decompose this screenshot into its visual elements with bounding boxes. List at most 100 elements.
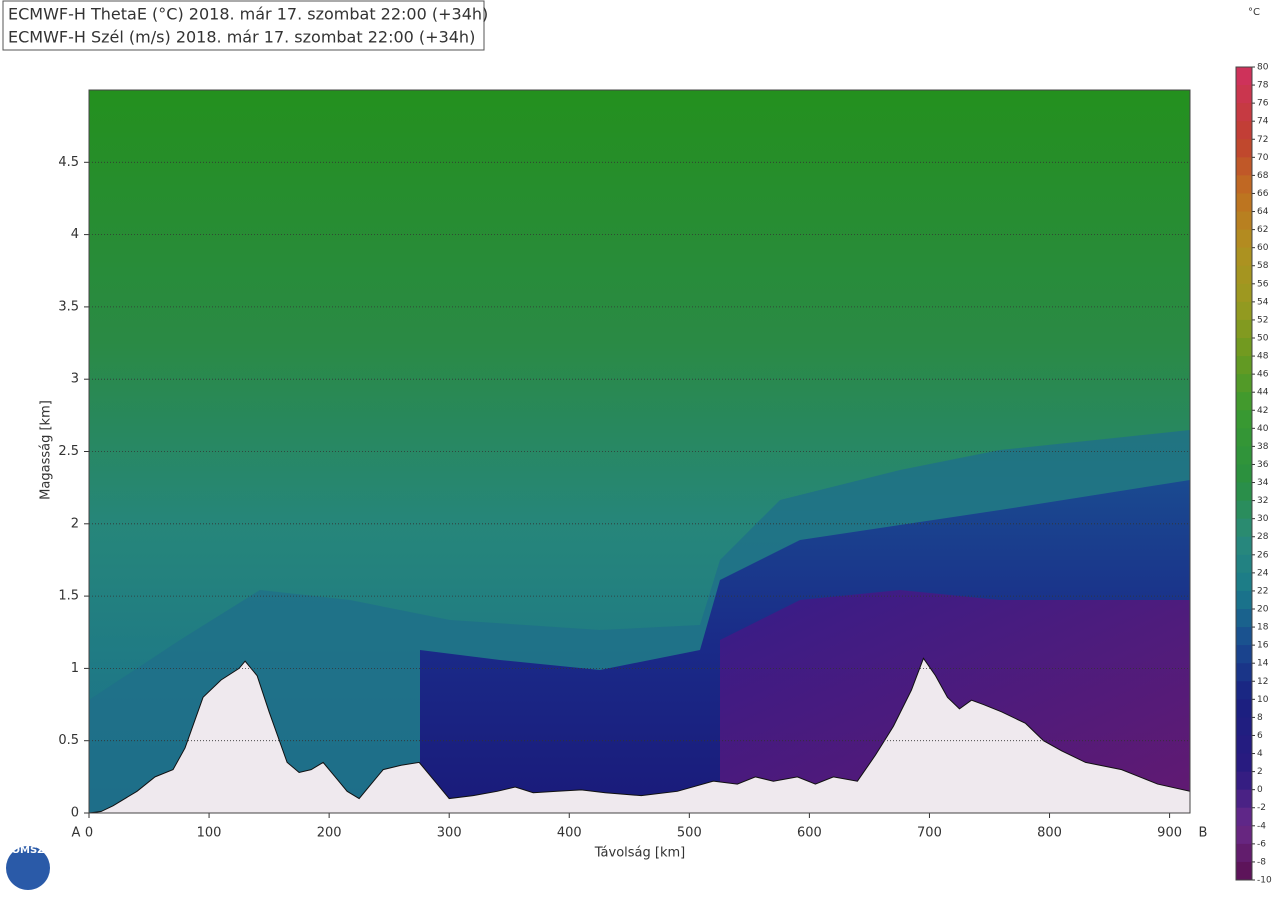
x-tick-label: 600	[797, 826, 822, 841]
colorbar-tick-label: 14	[1257, 659, 1269, 669]
logo: OMSZ	[6, 845, 50, 890]
colorbar-tick-label: 6	[1257, 731, 1263, 741]
colorbar-tick-label: 42	[1257, 406, 1268, 416]
colorbar-tick-label: 72	[1257, 135, 1268, 145]
colorbar-tick-label: 60	[1257, 243, 1269, 253]
colorbar-tick-label: 66	[1257, 189, 1269, 199]
x-tick-label: 800	[1037, 826, 1062, 841]
colorbar-tick-label: 50	[1257, 334, 1269, 344]
colorbar-tick-label: 28	[1257, 532, 1269, 542]
colorbar-segment	[1236, 536, 1252, 556]
colorbar-segment	[1236, 356, 1252, 375]
colorbar-tick-label: 78	[1257, 81, 1269, 91]
colorbar-tick-label: 20	[1257, 605, 1269, 615]
colorbar-segment	[1236, 247, 1252, 267]
colorbar-segment	[1236, 807, 1252, 827]
colorbar-tick-label: 18	[1257, 623, 1269, 633]
colorbar-segment	[1236, 861, 1252, 881]
colorbar-segment	[1236, 428, 1252, 447]
colorbar-segment	[1236, 121, 1252, 140]
colorbar-segment	[1236, 301, 1252, 321]
plot-frame	[88, 89, 1191, 814]
colorbar-frame	[1235, 66, 1253, 881]
colorbar-tick-label: -4	[1257, 821, 1266, 831]
colorbar-tick-label: 44	[1257, 388, 1269, 398]
colorbar-segment	[1236, 392, 1252, 411]
colorbar-segment	[1236, 283, 1252, 303]
colorbar-tick-label: 8	[1257, 713, 1263, 723]
colorbar-segment	[1236, 645, 1252, 664]
colorbar-segment	[1236, 464, 1252, 484]
y-tick-label: 2.5	[58, 444, 79, 459]
colorbar-tick-label: 30	[1257, 514, 1269, 524]
colorbar-segment	[1236, 609, 1252, 628]
colorbar-segment	[1236, 771, 1252, 791]
y-tick-label: 0	[71, 806, 79, 821]
colorbar-segment	[1236, 500, 1252, 520]
colorbar-segment	[1236, 627, 1252, 646]
x-tick-label: 200	[317, 826, 342, 841]
colorbar-segment	[1236, 681, 1252, 700]
logo-text: OMSZ	[12, 845, 45, 856]
x-tick-label: 700	[917, 826, 942, 841]
terrain	[88, 657, 1191, 814]
colorbar-segment	[1236, 211, 1252, 231]
colorbar-segment	[1236, 663, 1252, 682]
legend-line: ECMWF-H ThetaE (°C) 2018. már 17. szomba…	[8, 5, 488, 24]
y-tick-label: 3	[71, 372, 79, 387]
x-tick-label: 100	[197, 826, 222, 841]
colorbar-tick-label: 48	[1257, 352, 1269, 362]
end-label: B	[1199, 826, 1208, 841]
x-tick-label: 500	[677, 826, 702, 841]
colorbar-tick-label: -2	[1257, 803, 1266, 813]
colorbar-tick-label: 32	[1257, 496, 1268, 506]
y-tick-label: 0.5	[58, 733, 79, 748]
y-tick-label: 4	[71, 227, 79, 242]
colorbar-tick-label: -8	[1257, 857, 1266, 867]
colorbar-tick-label: 16	[1257, 641, 1269, 651]
colorbar-segment	[1236, 85, 1252, 104]
colorbar-tick-label: 56	[1257, 279, 1269, 289]
x-tick-label: 900	[1157, 826, 1182, 841]
colorbar-tick-label: 24	[1257, 568, 1269, 578]
colorbar-segment	[1236, 446, 1252, 465]
colorbar-segment	[1236, 175, 1252, 194]
colorbar-tick-label: 64	[1257, 207, 1269, 217]
x-tick-label: 300	[437, 826, 462, 841]
colorbar-tick-label: 46	[1257, 370, 1269, 380]
colorbar-tick-label: 4	[1257, 749, 1263, 759]
colorbar-tick-label: 0	[1257, 785, 1263, 795]
colorbar-segment	[1236, 717, 1252, 736]
start-label: A	[72, 826, 81, 841]
colorbar-segment	[1236, 338, 1252, 357]
colorbar-segment	[1236, 825, 1252, 845]
x-axis-label: Távolság [km]	[594, 846, 685, 861]
colorbar-tick-label: 74	[1257, 117, 1269, 127]
colorbar-segment	[1236, 374, 1252, 393]
y-tick-label: 2	[71, 516, 79, 531]
colorbar-segment	[1236, 753, 1252, 773]
colorbar-tick-label: -6	[1257, 839, 1266, 849]
colorbar-tick-label: 2	[1257, 767, 1263, 777]
colorbar-tick-label: 70	[1257, 153, 1269, 163]
colorbar-tick-label: 80	[1257, 63, 1269, 73]
colorbar-tick-label: 52	[1257, 315, 1268, 325]
y-tick-label: 4.5	[58, 155, 79, 170]
colorbar-tick-label: 62	[1257, 225, 1268, 235]
colorbar-tick-label: 38	[1257, 442, 1269, 452]
colorbar-segment	[1236, 319, 1252, 339]
colorbar-tick-label: 58	[1257, 261, 1269, 271]
colorbar-tick-label: 10	[1257, 695, 1269, 705]
colorbar-segment	[1236, 410, 1252, 429]
colorbar-tick-label: -10	[1257, 876, 1272, 886]
colorbar-unit: °C	[1248, 7, 1260, 18]
colorbar-segment	[1236, 518, 1252, 538]
colorbar-segment	[1236, 103, 1252, 122]
colorbar-segment	[1236, 590, 1252, 610]
y-axis-label: Magasság [km]	[39, 400, 54, 500]
colorbar-segment	[1236, 157, 1252, 176]
colorbar-segment	[1236, 482, 1252, 502]
colorbar-segment	[1236, 735, 1252, 755]
colorbar-segment	[1236, 843, 1252, 863]
